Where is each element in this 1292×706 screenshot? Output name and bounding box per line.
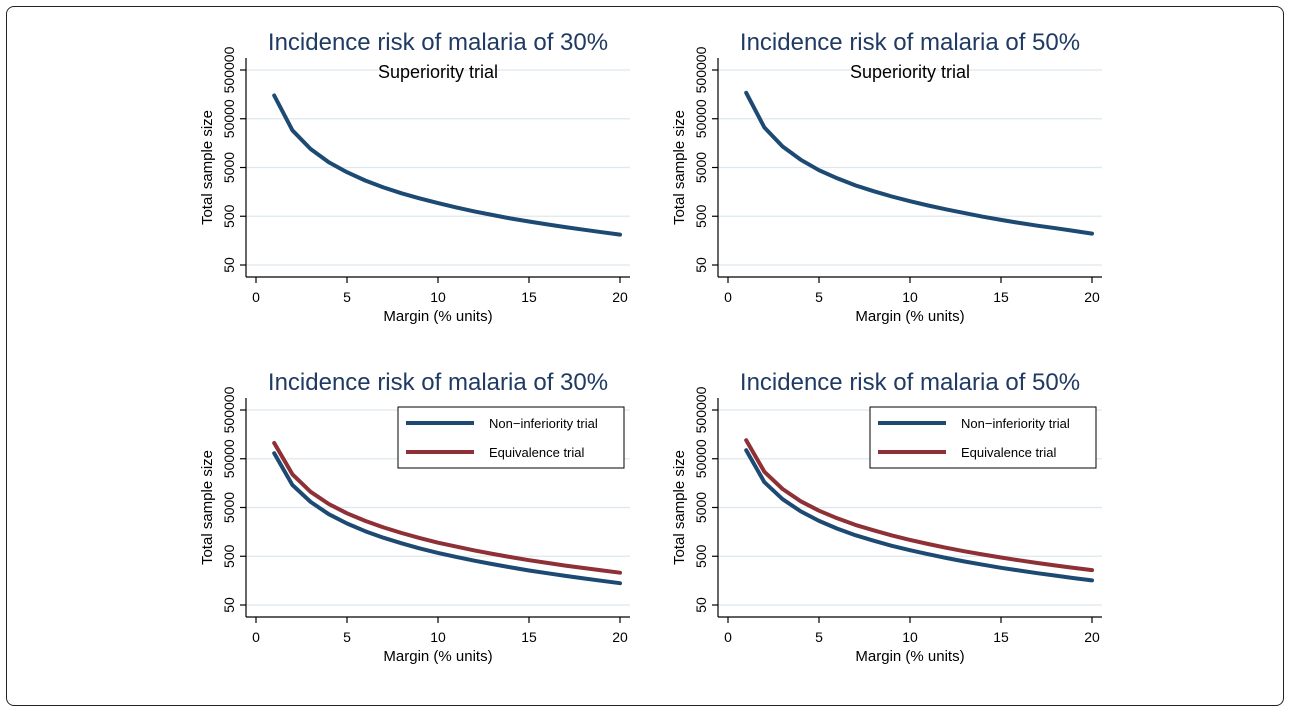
y-tick-label: 50	[221, 597, 237, 613]
x-tick-label: 5	[815, 629, 823, 645]
legend-box	[397, 406, 625, 469]
y-tick-label: 500000	[221, 46, 237, 93]
series-line-non-inferiority	[272, 93, 622, 237]
y-axis-label: Total sample size	[671, 450, 688, 565]
y-tick-label: 500	[693, 544, 709, 568]
y-tick-label: 50000	[221, 439, 237, 478]
x-axis-label: Margin (% units)	[383, 648, 492, 665]
y-tick-label: 50000	[693, 439, 709, 478]
chart-title: Incidence risk of malaria of 50%	[740, 29, 1080, 56]
y-axis-label: Total sample size	[199, 450, 216, 565]
y-tick-label: 50	[693, 597, 709, 613]
legend-label: Non−inferiority trial	[961, 416, 1070, 431]
x-tick-label: 0	[252, 289, 260, 305]
x-tick-label: 15	[521, 289, 537, 305]
x-tick-label: 5	[343, 629, 351, 645]
x-tick-label: 20	[612, 289, 628, 305]
legend: Non−inferiority trial Equivalence trial	[869, 406, 1097, 469]
chart-subtitle: Superiority trial	[378, 62, 498, 82]
chart-panel-3: 0 5 10 15 20 50 500 5000 50000 500000 Incidence ri…	[199, 369, 630, 665]
chart-panel-4: 0 5 10 15 20 50 500 5000 50000 500000 Incidence ri…	[671, 369, 1102, 665]
y-tick-label: 500	[693, 204, 709, 228]
x-axis-label: Margin (% units)	[855, 308, 964, 325]
chart-title: Incidence risk of malaria of 50%	[740, 369, 1080, 396]
x-tick-label: 0	[724, 289, 732, 305]
y-tick-label: 5000	[693, 152, 709, 183]
legend: Non−inferiority trial Equivalence trial	[397, 406, 625, 469]
chart-subtitle: Superiority trial	[850, 62, 970, 82]
y-tick-label: 50	[221, 257, 237, 273]
x-axis-label: Margin (% units)	[383, 308, 492, 325]
chart-panel-2: 0 5 10 15 20 50 500 5000 50000 500000 Incidence ri…	[671, 29, 1102, 325]
x-tick-label: 20	[1084, 629, 1100, 645]
series-line-non-inferiority	[744, 448, 1094, 583]
y-tick-label: 5000	[221, 492, 237, 523]
series-line-equivalence	[272, 441, 622, 575]
y-tick-label: 5000	[693, 492, 709, 523]
y-tick-label: 50000	[221, 99, 237, 138]
x-tick-label: 10	[902, 629, 918, 645]
y-tick-label: 500000	[221, 386, 237, 433]
x-tick-label: 0	[724, 629, 732, 645]
x-tick-label: 20	[612, 629, 628, 645]
y-tick-label: 5000	[221, 152, 237, 183]
chart-panel-1: 0 5 10 15 20 50 500 5000 50000 500000 Incidence ri…	[199, 29, 630, 325]
x-tick-label: 5	[815, 289, 823, 305]
y-axis-label: Total sample size	[199, 110, 216, 225]
y-tick-label: 500	[221, 544, 237, 568]
x-tick-label: 10	[430, 629, 446, 645]
y-tick-label: 50000	[693, 99, 709, 138]
x-tick-label: 10	[430, 289, 446, 305]
x-tick-label: 20	[1084, 289, 1100, 305]
x-tick-label: 15	[993, 629, 1009, 645]
legend-label: Equivalence trial	[961, 445, 1056, 460]
legend-box	[869, 406, 1097, 469]
y-tick-label: 500000	[693, 386, 709, 433]
y-tick-label: 500000	[693, 46, 709, 93]
series-line-non-inferiority	[272, 451, 622, 586]
x-tick-label: 0	[252, 629, 260, 645]
y-tick-label: 500	[221, 204, 237, 228]
legend-label: Equivalence trial	[489, 445, 584, 460]
x-tick-label: 5	[343, 289, 351, 305]
x-tick-label: 15	[521, 629, 537, 645]
series-line-equivalence	[744, 438, 1094, 573]
x-tick-label: 10	[902, 289, 918, 305]
y-axis-label: Total sample size	[671, 110, 688, 225]
series-line-non-inferiority	[744, 90, 1094, 236]
legend-label: Non−inferiority trial	[489, 416, 598, 431]
x-tick-label: 15	[993, 289, 1009, 305]
x-axis-label: Margin (% units)	[855, 648, 964, 665]
chart-title: Incidence risk of malaria of 30%	[268, 29, 608, 56]
y-tick-label: 50	[693, 257, 709, 273]
chart-title: Incidence risk of malaria of 30%	[268, 369, 608, 396]
